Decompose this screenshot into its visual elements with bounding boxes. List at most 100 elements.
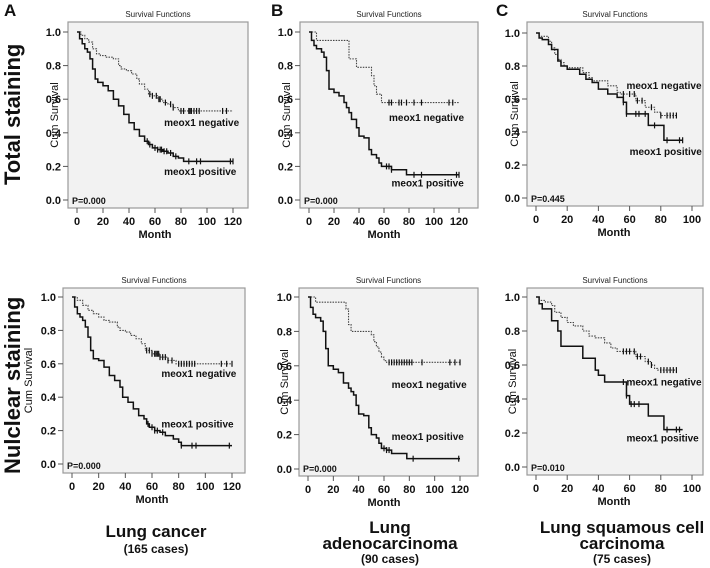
curve-meox1-negative — [309, 31, 459, 104]
y-tick-label: 0.2 — [278, 161, 293, 173]
y-tick-label: 0.4 — [41, 392, 57, 404]
y-tick-label: 0.0 — [277, 464, 292, 476]
y-tick-label: 0.0 — [278, 195, 293, 207]
x-tick-label: 0 — [305, 484, 311, 496]
legend-label: meox1 negative — [161, 369, 236, 380]
x-tick-label: 80 — [655, 214, 667, 226]
x-tick-label: 20 — [561, 483, 573, 495]
chart-title: Survival Functions — [121, 276, 186, 285]
x-tick-label: 100 — [198, 216, 216, 228]
x-tick-label: 40 — [119, 481, 131, 493]
x-axis-label: Month — [368, 497, 401, 509]
x-tick-label: 0 — [74, 216, 80, 228]
x-tick-label: 80 — [173, 481, 185, 493]
y-tick-label: 1.0 — [505, 292, 520, 304]
x-tick-label: 0 — [306, 216, 312, 228]
km-panel-A-total: Survival Functions A 0.0 0.2 0.4 0.6 0.8 1.0 0 20… — [4, 1, 249, 241]
x-axis-label: Month — [598, 227, 631, 239]
x-tick-label: 80 — [403, 216, 415, 228]
plot-frame — [62, 287, 246, 474]
row-label-nuclear-staining: Nulclear staining — [0, 297, 25, 474]
km-panel-C-nuclear: Survival Functions 0.0 0.2 0.4 0.6 0.8 1.0 0 20 4… — [505, 276, 704, 508]
y-tick-label: 0.6 — [277, 361, 292, 373]
curve-meox1-positive — [77, 31, 233, 163]
y-axis-label: Cum Survival — [281, 82, 293, 147]
x-tick-label: 60 — [146, 481, 158, 493]
y-tick-label: 0.0 — [46, 195, 61, 207]
x-axis-label: Month — [598, 496, 631, 508]
y-tick-label: 0.8 — [505, 61, 520, 73]
x-tick-label: 40 — [123, 216, 135, 228]
y-tick-label: 0.2 — [277, 430, 292, 442]
x-tick-label: 120 — [224, 216, 242, 228]
x-tick-label: 80 — [175, 216, 187, 228]
legend-label: meox1 positive — [164, 167, 237, 178]
legend-label: meox1 positive — [392, 432, 465, 443]
x-tick-label: 0 — [69, 481, 75, 493]
x-tick-label: 20 — [328, 216, 340, 228]
y-tick-label: 1.0 — [41, 292, 56, 304]
curve-meox1-negative — [308, 296, 460, 363]
y-tick-label: 0.0 — [505, 193, 520, 205]
legend-label: meox1 negative — [626, 81, 701, 92]
km-panel-B-total: Survival Functions B 0.0 0.2 0.4 0.6 0.8 1.0 0 20… — [271, 1, 479, 241]
y-tick-label: 1.0 — [278, 27, 293, 39]
y-tick-label: 0.2 — [505, 428, 520, 440]
y-axis-label: Cum Survival — [49, 82, 61, 147]
legend-label: meox1 positive — [161, 419, 234, 430]
y-tick-label: 1.0 — [505, 28, 520, 40]
chart-title: Survival Functions — [125, 10, 190, 19]
y-tick-label: 0.2 — [46, 161, 61, 173]
x-tick-label: 40 — [353, 484, 365, 496]
x-tick-label: 100 — [683, 214, 701, 226]
p-value-label: P=0.010 — [531, 463, 565, 473]
panels: Survival Functions A 0.0 0.2 0.4 0.6 0.8 1.0 0 20… — [4, 1, 704, 509]
km-panel-C-total: Survival Functions C 0.0 0.2 0.4 0.6 0.8 1.0 0 20… — [496, 1, 704, 239]
column-title-line: adenocarcinoma — [322, 534, 458, 553]
x-tick-label: 60 — [623, 483, 635, 495]
panel-letter: B — [271, 1, 283, 20]
p-value-label: P=0.000 — [304, 196, 338, 206]
column-title-lung-cancer: Lung cancer (165 cases) — [105, 522, 206, 556]
column-title-adenocarcinoma: Lung adenocarcinoma (90 cases) — [322, 518, 458, 566]
legend-label: meox1 negative — [626, 377, 701, 388]
y-tick-label: 0.6 — [46, 94, 61, 106]
legend-label: meox1 negative — [389, 113, 464, 124]
y-tick-label: 0.4 — [505, 394, 521, 406]
column-title-line: Lung — [369, 518, 411, 537]
panel-letter: C — [496, 1, 508, 20]
y-axis-label: Cum Survival — [279, 349, 291, 414]
x-axis-label: Month — [136, 494, 169, 506]
legend-label: meox1 negative — [164, 118, 239, 129]
y-axis-label: Cum Survival — [23, 348, 35, 413]
curve-meox1-positive — [536, 32, 683, 141]
p-value-label: P=0.000 — [67, 461, 101, 471]
x-axis-label: Month — [139, 229, 172, 241]
column-case-count: (75 cases) — [593, 552, 651, 566]
y-tick-label: 0.8 — [278, 61, 293, 73]
plot-frame — [299, 21, 479, 209]
y-tick-label: 0.4 — [278, 128, 294, 140]
x-tick-label: 120 — [223, 481, 241, 493]
plot-frame — [298, 287, 479, 477]
curve-meox1-positive — [72, 296, 232, 447]
y-tick-label: 1.0 — [46, 27, 61, 39]
legend-label: meox1 positive — [392, 179, 465, 190]
column-case-count: (165 cases) — [124, 542, 189, 556]
x-tick-label: 20 — [93, 481, 105, 493]
x-tick-label: 60 — [623, 214, 635, 226]
y-axis-label: Cum Survival — [507, 349, 519, 414]
chart-title: Survival Functions — [356, 10, 421, 19]
p-value-label: P=0.000 — [303, 464, 337, 474]
curve-meox1-positive — [309, 31, 459, 176]
y-axis-label: Cum Survival — [509, 81, 521, 146]
km-panel-A-nuclear: Survival Functions 0.0 0.2 0.4 0.6 0.8 1.0 0 20 4… — [23, 276, 246, 506]
legend-label: meox1 positive — [626, 434, 699, 445]
x-tick-label: 80 — [403, 484, 415, 496]
y-tick-label: 0.4 — [505, 127, 521, 139]
curve-meox1-positive — [308, 296, 460, 460]
y-tick-label: 0.2 — [505, 160, 520, 172]
x-tick-label: 20 — [327, 484, 339, 496]
x-tick-label: 60 — [378, 484, 390, 496]
row-label-total-staining: Total staining — [0, 44, 25, 185]
